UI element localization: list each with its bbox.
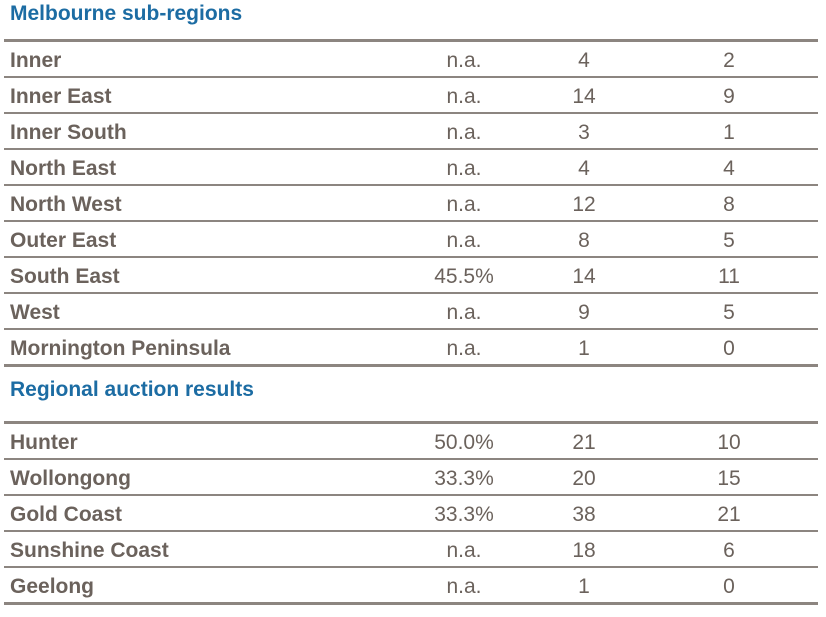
sold-count: 0: [723, 337, 735, 360]
clearance-rate: n.a.: [446, 49, 482, 72]
clearance-rate: n.a.: [446, 193, 482, 216]
total-auctions: 38: [572, 503, 596, 526]
region-name: Inner: [10, 49, 62, 72]
table-row: Outer East n.a. 8 5: [4, 222, 818, 258]
clearance-rate: n.a.: [446, 229, 482, 252]
sold-count: 6: [723, 539, 735, 562]
clearance-rate: n.a.: [446, 575, 482, 598]
table-row: West n.a. 9 5: [4, 294, 818, 330]
table-row: Mornington Peninsula n.a. 1 0: [4, 330, 818, 367]
clearance-rate: n.a.: [446, 301, 482, 324]
table-row: Wollongong 33.3% 20 15: [4, 460, 818, 496]
regional-results-table: Hunter 50.0% 21 10 Wollongong 33.3% 20 15 Gold C…: [4, 421, 818, 605]
table-top-rule: [4, 39, 818, 42]
clearance-rate: n.a.: [446, 157, 482, 180]
region-name: Geelong: [10, 575, 95, 598]
table-row: Geelong n.a. 1 0: [4, 568, 818, 605]
region-name: North West: [10, 193, 122, 216]
table-row: Inner n.a. 4 2: [4, 42, 818, 78]
sold-count: 21: [717, 503, 741, 526]
sold-count: 8: [723, 193, 735, 216]
region-name: Mornington Peninsula: [10, 337, 231, 360]
melbourne-section-title: Melbourne sub-regions: [10, 2, 243, 25]
clearance-rate: n.a.: [446, 539, 482, 562]
sold-count: 15: [717, 467, 741, 490]
total-auctions: 1: [578, 337, 590, 360]
region-name: West: [10, 301, 60, 324]
clearance-rate: n.a.: [446, 337, 482, 360]
sold-count: 5: [723, 301, 735, 324]
table-row: North West n.a. 12 8: [4, 186, 818, 222]
total-auctions: 14: [572, 265, 596, 288]
total-auctions: 9: [578, 301, 590, 324]
sold-count: 1: [723, 121, 735, 144]
clearance-rate: 33.3%: [434, 503, 494, 526]
region-name: Wollongong: [10, 467, 131, 490]
region-name: South East: [10, 265, 120, 288]
sold-count: 5: [723, 229, 735, 252]
clearance-rate: n.a.: [446, 85, 482, 108]
sold-count: 9: [723, 85, 735, 108]
clearance-rate: 45.5%: [434, 265, 494, 288]
total-auctions: 14: [572, 85, 596, 108]
region-name: Sunshine Coast: [10, 539, 169, 562]
total-auctions: 18: [572, 539, 596, 562]
sold-count: 10: [717, 431, 741, 454]
total-auctions: 21: [572, 431, 596, 454]
table-row: North East n.a. 4 4: [4, 150, 818, 186]
table-top-rule: [4, 421, 818, 424]
clearance-rate: 33.3%: [434, 467, 494, 490]
melbourne-results-table: Inner n.a. 4 2 Inner East n.a. 14 9 Inner South n…: [4, 39, 818, 367]
total-auctions: 12: [572, 193, 596, 216]
total-auctions: 4: [578, 157, 590, 180]
region-name: Gold Coast: [10, 503, 123, 526]
table-row: Sunshine Coast n.a. 18 6: [4, 532, 818, 568]
regional-section-title: Regional auction results: [10, 378, 254, 401]
total-auctions: 4: [578, 49, 590, 72]
total-auctions: 8: [578, 229, 590, 252]
region-name: Outer East: [10, 229, 117, 252]
sold-count: 0: [723, 575, 735, 598]
sold-count: 11: [718, 265, 740, 288]
table-row: South East 45.5% 14 11: [4, 258, 818, 294]
total-auctions: 20: [572, 467, 596, 490]
table-row: Gold Coast 33.3% 38 21: [4, 496, 818, 532]
sold-count: 2: [723, 49, 735, 72]
region-name: Inner East: [10, 85, 112, 108]
region-name: Hunter: [10, 431, 78, 454]
region-name: Inner South: [10, 121, 127, 144]
region-name: North East: [10, 157, 117, 180]
sold-count: 4: [723, 157, 735, 180]
table-row: Inner East n.a. 14 9: [4, 78, 818, 114]
total-auctions: 1: [578, 575, 590, 598]
table-row: Hunter 50.0% 21 10: [4, 424, 818, 460]
clearance-rate: 50.0%: [434, 431, 494, 454]
clearance-rate: n.a.: [446, 121, 482, 144]
table-row: Inner South n.a. 3 1: [4, 114, 818, 150]
total-auctions: 3: [578, 121, 590, 144]
